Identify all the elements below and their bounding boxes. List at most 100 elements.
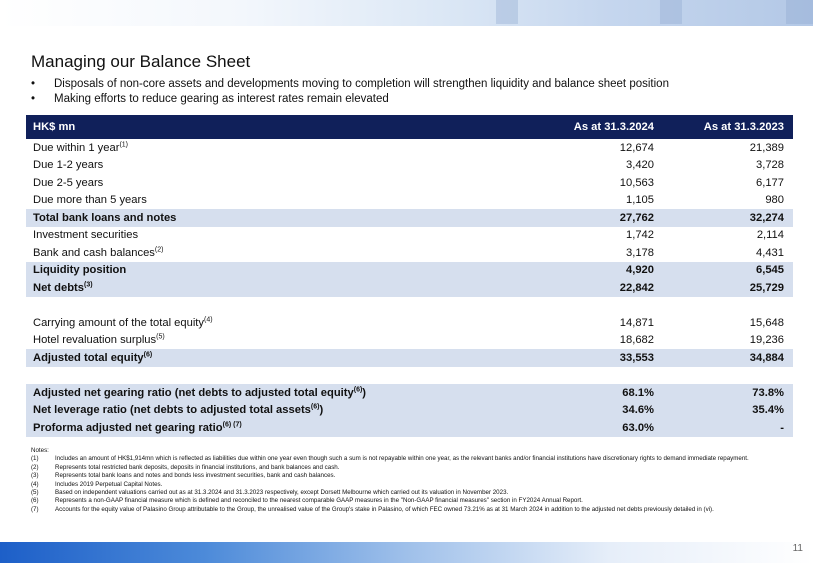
row-label-text: Due 2-5 years [33,176,104,189]
value-2023: 4,431 [756,246,784,259]
note-text: Includes an amount of HK$1,914mn which i… [55,455,749,463]
value-2023: 6,545 [663,261,793,279]
value-2024: 27,762 [543,209,663,227]
note-text: Accounts for the equity value of Palasin… [55,505,714,513]
note-key: (2) [31,463,39,471]
footnote-ref: (2) [154,246,164,254]
table-row: Total bank loans and notes 27,762 32,274 [26,209,793,227]
row-label-text: Due 1-2 years [33,159,104,172]
footnote-ref: (3) [83,281,93,289]
row-label: Due within 1 year(1) [26,139,543,157]
note-key: (4) [31,480,39,488]
row-label-text: Carrying amount of the total equity [33,316,205,329]
row-label-text: Investment securities [33,229,139,242]
value-2023: 25,729 [663,279,793,297]
value-2024: 18,682 [619,334,654,347]
row-label: Hotel revaluation surplus(5) [26,332,543,350]
note-item: (4) Includes 2019 Perpetual Capital Notes… [31,481,776,489]
value-2023: 6,177 [756,176,784,189]
table-row: Due more than 5 years 1,105 980 [26,192,793,210]
value-2023: 35.4% [663,401,793,419]
row-label: Total bank loans and notes [26,209,543,227]
value-2024: 3,178 [626,246,654,259]
note-key: (1) [31,455,39,463]
row-label: Net debts(3) [26,279,543,297]
note-item: (7) Accounts for the equity value of Pala… [31,506,776,514]
footnote-ref: (6) [353,386,363,394]
notes-list: (1) Includes an amount of HK$1,914mn whic… [31,455,776,514]
row-label: Investment securities [26,227,543,245]
table-row: Investment securities 1,742 2,114 [26,227,793,245]
value-2023: 32,274 [663,209,793,227]
value-2024: 22,842 [543,279,663,297]
table-body: Due within 1 year(1) 12,674 21,389 Due 1-2 … [26,139,793,437]
note-item: (2) Represents total restricted bank depo… [31,464,776,472]
band-block [786,0,813,24]
table-header-row: HK$ mn As at 31.3.2024 As at 31.3.2023 [26,115,793,139]
row-label-text: Total bank loans and notes [33,211,177,224]
value-2023: 34,884 [663,349,793,367]
notes-section: Notes: (1) Includes an amount of HK$1,914… [31,447,776,514]
row-label-text: Net leverage ratio (net debts to adjuste… [33,404,311,417]
top-decorative-band [0,0,813,26]
header-col-2023: As at 31.3.2023 [663,115,793,139]
value-2023: 73.8% [663,384,793,402]
value-2023: 3,728 [756,159,784,172]
table-row: Net debts(3) 22,842 25,729 [26,279,793,297]
value-2023: 2,114 [756,229,784,242]
bottom-decorative-band [0,542,813,563]
footnote-ref: (6) [310,403,320,411]
value-2024: 10,563 [619,176,654,189]
bullet-item: Making efforts to reduce gearing as inte… [31,92,669,107]
row-label-tail: ) [319,404,324,417]
notes-heading: Notes: [31,447,49,454]
row-label-text: Net debts [33,281,84,294]
table-row: Proforma adjusted net gearing ratio(6) (… [26,419,793,437]
note-item: (6) Represents a non-GAAP financial measu… [31,497,776,505]
page-title: Managing our Balance Sheet [31,52,251,71]
value-2024: 1,742 [626,229,654,242]
value-2023: - [663,419,793,437]
row-label: Proforma adjusted net gearing ratio(6) (… [26,419,543,437]
value-2024: 33,553 [543,349,663,367]
note-text: Includes 2019 Perpetual Capital Notes. [55,480,163,488]
note-item: (3) Represents total bank loans and notes… [31,472,776,480]
page-number: 11 [792,543,803,554]
row-label: Liquidity position [26,261,543,279]
bullet-list: Disposals of non-core assets and develop… [31,77,669,107]
table-row: Hotel revaluation surplus(5) 18,682 19,236 [26,332,793,350]
spacer-row [26,297,793,315]
row-label: Adjusted net gearing ratio (net debts to… [26,384,543,402]
footnote-ref: (1) [119,141,128,149]
bullet-item: Disposals of non-core assets and develop… [31,77,669,92]
row-label-text: Due more than 5 years [33,194,147,207]
note-key: (3) [31,472,39,480]
header-label: HK$ mn [26,115,543,139]
spacer-cell [26,367,793,385]
note-text: Based on independent valuations carried … [55,489,509,497]
row-label-text: Bank and cash balances [33,246,155,259]
row-label-tail: ) [362,386,367,399]
row-label-text: Due within 1 year [33,141,120,154]
note-key: (7) [31,505,39,513]
value-2023: 980 [765,194,784,207]
value-2024: 1,105 [626,194,654,207]
table-row: Due 2-5 years 10,563 6,177 [26,174,793,192]
table-row: Carrying amount of the total equity(4) 14… [26,314,793,332]
value-2024: 68.1% [543,384,663,402]
note-item: (1) Includes an amount of HK$1,914mn whic… [31,455,776,463]
table-row: Adjusted net gearing ratio (net debts to… [26,384,793,402]
table-row: Net leverage ratio (net debts to adjuste… [26,401,793,419]
footnote-ref: (6) (7) [222,421,242,429]
value-2023: 19,236 [749,334,784,347]
value-2024: 34.6% [543,401,663,419]
header-col-2024: As at 31.3.2024 [543,115,663,139]
row-label: Adjusted total equity(6) [26,349,543,367]
value-2023: 21,389 [749,141,784,154]
row-label: Due more than 5 years [26,192,543,210]
value-2024: 12,674 [619,141,654,154]
table-row: Liquidity position 4,920 6,545 [26,261,793,279]
row-label-text: Proforma adjusted net gearing ratio [33,421,223,434]
row-label: Carrying amount of the total equity(4) [26,314,543,332]
note-text: Represents total bank loans and notes an… [55,472,336,480]
